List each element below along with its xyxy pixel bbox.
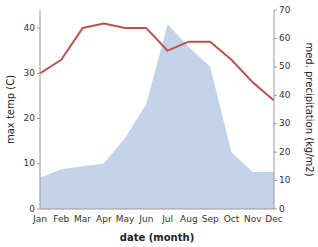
y2-tick [274,180,277,181]
precip-area [40,24,274,209]
y2-axis-label: med. precipitation (kg/m2) [304,42,315,176]
y2-tick [274,66,277,67]
y2-tick-label: 60 [279,33,291,43]
x-tick-label: Oct [224,214,240,224]
x-tick-label: Feb [53,214,69,224]
chart: 010203040010203040506070JanFebMarAprMayJ… [0,0,318,247]
x-tick-label: Jul [161,214,173,224]
y2-tick [274,209,277,210]
y2-tick-label: 70 [279,5,291,15]
x-tick-label: Mar [74,214,91,224]
x-tick-label: Apr [96,214,112,224]
y-tick [37,163,40,164]
y-tick [37,28,40,29]
x-tick-label: Sep [202,214,219,224]
y-axis-line [40,10,41,209]
y-tick [37,209,40,210]
y-tick-label: 10 [24,158,36,168]
x-tick-label: Aug [180,214,198,224]
y-tick [37,118,40,119]
y2-tick [274,152,277,153]
x-tick-label: May [116,214,135,224]
x-axis-label: date (month) [120,232,194,243]
y-tick [37,73,40,74]
y-tick-label: 20 [24,113,36,123]
y2-tick-label: 10 [279,175,291,185]
y-tick-label: 40 [24,23,36,33]
y2-tick-label: 30 [279,118,291,128]
y-tick-label: 30 [24,68,36,78]
x-tick-label: Jun [138,214,153,224]
plot-area [40,24,274,209]
y2-tick-label: 40 [279,90,291,100]
y2-tick [274,95,277,96]
x-axis-line [40,209,274,210]
y2-axis-line [274,10,275,209]
x-tick-label: Nov [244,214,262,224]
y2-tick [274,38,277,39]
y2-tick-label: 50 [279,61,291,71]
y2-tick [274,123,277,124]
y2-tick [274,10,277,11]
temp-line [40,24,274,101]
y-axis-label: max temp (C) [5,75,16,144]
y-tick-label: 0 [29,204,35,214]
y2-tick-label: 0 [279,204,285,214]
x-tick-label: Jan [32,214,47,224]
x-tick-label: Dec [265,214,282,224]
y2-tick-label: 20 [279,147,291,157]
